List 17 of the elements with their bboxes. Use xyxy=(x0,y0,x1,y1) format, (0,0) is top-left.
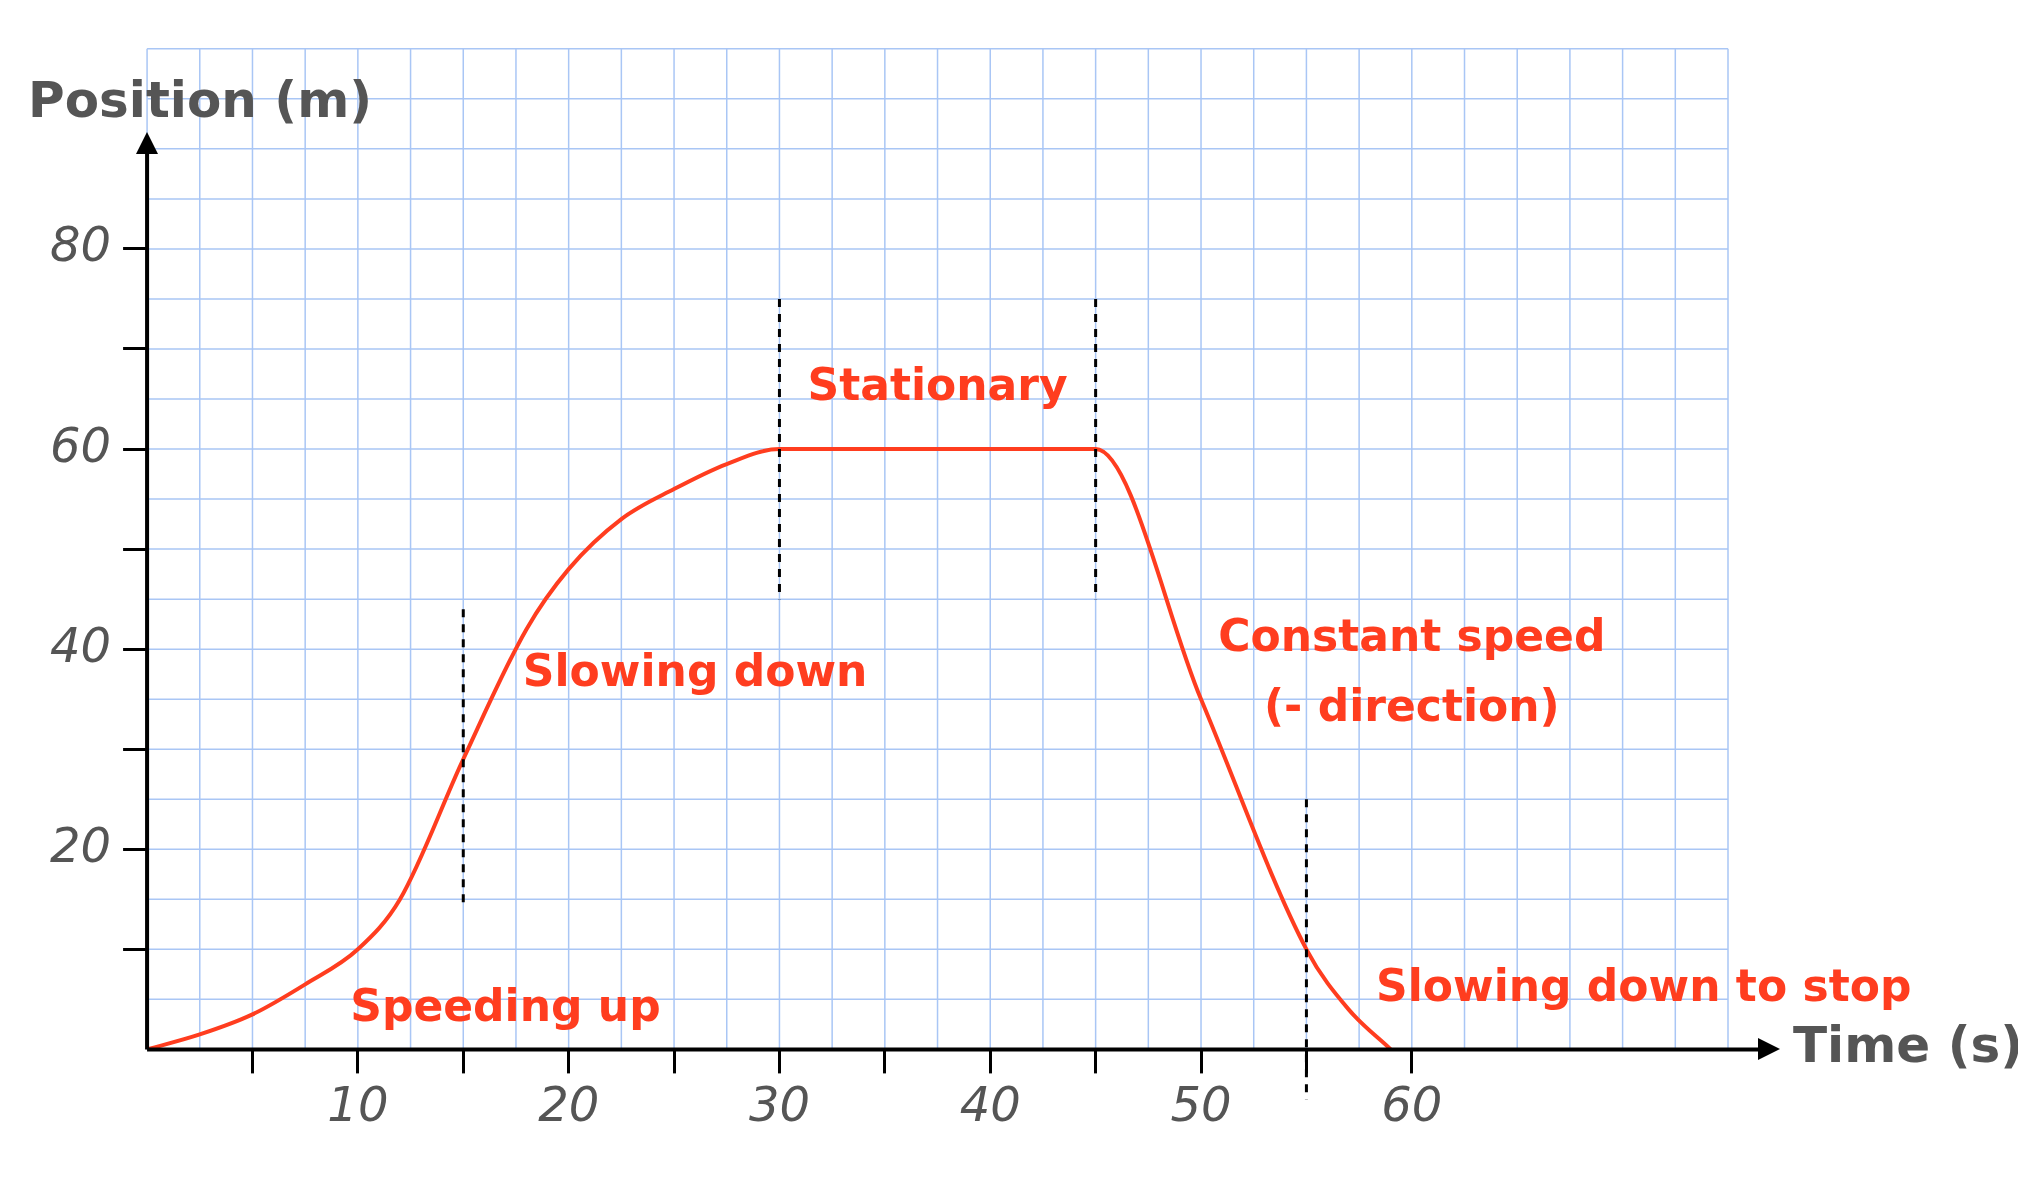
x-tick-label: 60 xyxy=(1381,1075,1443,1132)
x-tick-label: 30 xyxy=(748,1075,810,1132)
y-tick-label: 60 xyxy=(50,416,112,473)
y-tick-label: 20 xyxy=(50,816,112,873)
y-axis-title: Position (m) xyxy=(28,70,373,129)
annotation: (- direction) xyxy=(1263,679,1560,731)
annotation: Slowing down to stop xyxy=(1375,959,1912,1011)
y-tick-label: 40 xyxy=(50,616,112,673)
x-tick-label: 20 xyxy=(538,1075,600,1132)
annotation: Stationary xyxy=(807,359,1068,411)
x-tick-label: 50 xyxy=(1170,1075,1232,1132)
annotation: Slowing down xyxy=(522,644,868,696)
annotation: Constant speed xyxy=(1218,609,1606,661)
x-tick-label: 10 xyxy=(327,1075,389,1132)
y-tick-label: 80 xyxy=(50,216,112,273)
x-tick-label: 40 xyxy=(959,1075,1021,1132)
annotation: Speeding up xyxy=(350,979,661,1031)
